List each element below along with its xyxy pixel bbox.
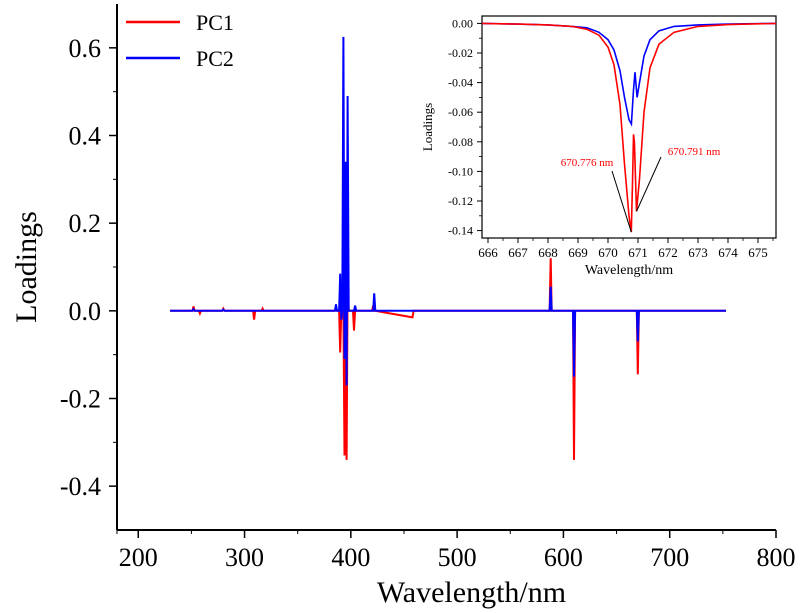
- annotation-label: 670.776 nm: [561, 157, 614, 169]
- x-tick-label: 600: [544, 543, 583, 572]
- y-tick-label: 0.4: [69, 122, 102, 151]
- inset-x-tick-label: 672: [658, 245, 678, 260]
- y-tick-label: 0.2: [69, 209, 102, 238]
- inset-y-axis-label: Loadings: [420, 103, 435, 151]
- legend-label: PC2: [196, 46, 234, 71]
- main-plot: 200 300 400 500 600 700 800 -0.4 -0.2 0.0 0.2 0.4 0.…: [10, 4, 796, 609]
- x-axis-label: Wavelength/nm: [377, 576, 566, 609]
- annotation-leader-line: [636, 156, 662, 212]
- inset-x-tick-label: 670: [598, 245, 618, 260]
- y-tick-label: 0.0: [69, 297, 102, 326]
- inset-plot: 666 667 668 669 670 671 672 673 674 675 0.00 -0.02 -…: [420, 15, 777, 278]
- inset-x-tick-label: 666: [478, 245, 498, 260]
- y-tick-label: -0.2: [60, 385, 101, 414]
- series-line-pc1: [170, 258, 726, 460]
- annotation-leader-line: [611, 170, 632, 233]
- inset-x-axis-label: Wavelength/nm: [585, 263, 673, 278]
- inset-y-tick-label: -0.14: [448, 224, 473, 238]
- series-line-pc2: [170, 36, 726, 386]
- inset-x-tick-label: 667: [508, 245, 528, 260]
- inset-y-tick-label: -0.06: [448, 105, 473, 119]
- inset-y-tick-label: -0.10: [448, 164, 473, 178]
- inset-frame: [481, 15, 777, 239]
- y-tick-label: 0.6: [69, 34, 102, 63]
- inset-y-tick-label: -0.04: [448, 76, 473, 90]
- x-tick-label: 200: [119, 543, 158, 572]
- inset-x-tick-label: 673: [688, 245, 708, 260]
- y-axis-label: Loadings: [10, 211, 43, 323]
- inset-y-tick-label: -0.12: [448, 194, 473, 208]
- x-tick-label: 400: [331, 543, 370, 572]
- inset-x-tick-label: 674: [718, 245, 738, 260]
- x-tick-label: 300: [225, 543, 264, 572]
- x-tick-label: 700: [650, 543, 689, 572]
- inset-x-tick-label: 668: [538, 245, 558, 260]
- inset-x-tick-label: 671: [628, 245, 648, 260]
- inset-y-tick-label: -0.02: [448, 46, 473, 60]
- inset-x-tick-label: 675: [748, 245, 768, 260]
- inset-series-line-pc1: [482, 22, 776, 233]
- legend-label: PC1: [196, 10, 234, 35]
- annotation-label: 670.791 nm: [668, 146, 721, 158]
- y-tick-label: -0.4: [60, 472, 101, 501]
- x-tick-label: 800: [757, 543, 796, 572]
- inset-x-tick-label: 669: [568, 245, 588, 260]
- inset-y-tick-label: 0.00: [452, 16, 473, 30]
- inset-series-line-pc2: [482, 22, 776, 127]
- inset-y-tick-label: -0.08: [448, 135, 473, 149]
- x-tick-label: 500: [438, 543, 477, 572]
